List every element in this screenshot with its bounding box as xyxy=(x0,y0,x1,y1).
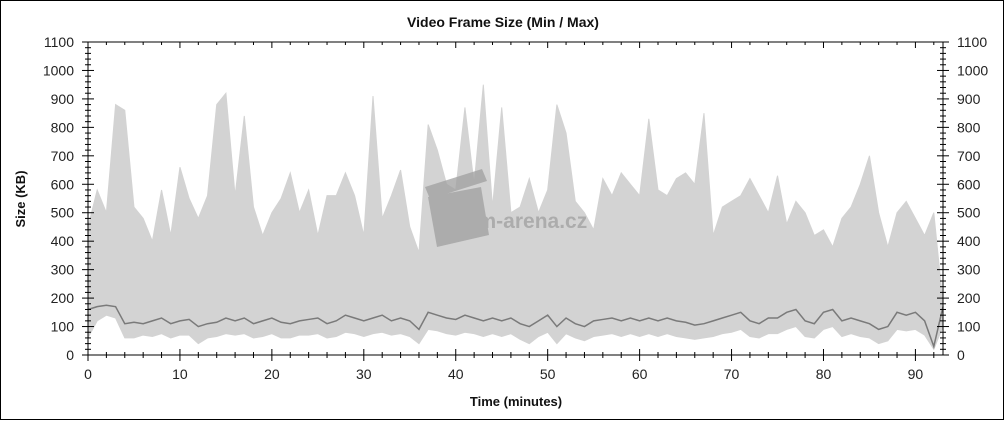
y-tick-label-left: 1100 xyxy=(44,34,74,50)
y-tick-label-left: 100 xyxy=(51,319,75,335)
watermark-logo: Film-arena.cz xyxy=(425,169,587,247)
x-tick-label: 0 xyxy=(84,366,92,382)
y-tick-label-left: 600 xyxy=(51,176,75,192)
x-tick-label: 80 xyxy=(816,366,832,382)
y-tick-label-right: 1000 xyxy=(957,62,988,78)
x-tick-label: 30 xyxy=(356,366,372,382)
y-tick-label-right: 600 xyxy=(957,176,981,192)
x-tick-label: 10 xyxy=(172,366,188,382)
clapper-stick-icon xyxy=(425,169,487,199)
y-tick-label-left: 400 xyxy=(51,233,75,249)
chart-title: Video Frame Size (Min / Max) xyxy=(407,14,599,30)
y-tick-label-left: 700 xyxy=(51,148,75,164)
y-tick-label-left: 300 xyxy=(51,262,75,278)
y-tick-label-left: 1000 xyxy=(43,62,74,78)
x-tick-label: 70 xyxy=(724,366,740,382)
clapperboard-icon xyxy=(428,187,489,247)
y-tick-label-right: 300 xyxy=(957,262,981,278)
x-axis-title: Time (minutes) xyxy=(470,394,562,409)
x-tick-label: 90 xyxy=(908,366,924,382)
x-tick-label: 40 xyxy=(448,366,464,382)
y-tick-label-left: 500 xyxy=(51,205,75,221)
y-tick-label-right: 400 xyxy=(957,233,981,249)
watermark-text: Film-arena.cz xyxy=(453,210,587,233)
y-tick-label-right: 1100 xyxy=(957,34,987,50)
y-axis-title: Size (KB) xyxy=(13,170,28,227)
y-tick-label-left: 900 xyxy=(51,91,75,107)
x-tick-label: 60 xyxy=(632,366,648,382)
y-tick-label-right: 900 xyxy=(957,91,981,107)
y-tick-label-right: 200 xyxy=(957,290,981,306)
y-tick-label-right: 0 xyxy=(957,347,965,363)
y-tick-label-right: 700 xyxy=(957,148,981,164)
y-tick-label-right: 800 xyxy=(957,119,981,135)
y-tick-label-left: 200 xyxy=(51,290,75,306)
min-size-line xyxy=(87,304,944,350)
x-tick-label: 50 xyxy=(540,366,556,382)
y-tick-label-right: 100 xyxy=(957,319,981,335)
x-tick-label: 20 xyxy=(264,366,280,382)
y-tick-label-right: 500 xyxy=(957,205,981,221)
y-tick-label-left: 0 xyxy=(66,347,74,363)
y-tick-label-left: 800 xyxy=(51,119,75,135)
